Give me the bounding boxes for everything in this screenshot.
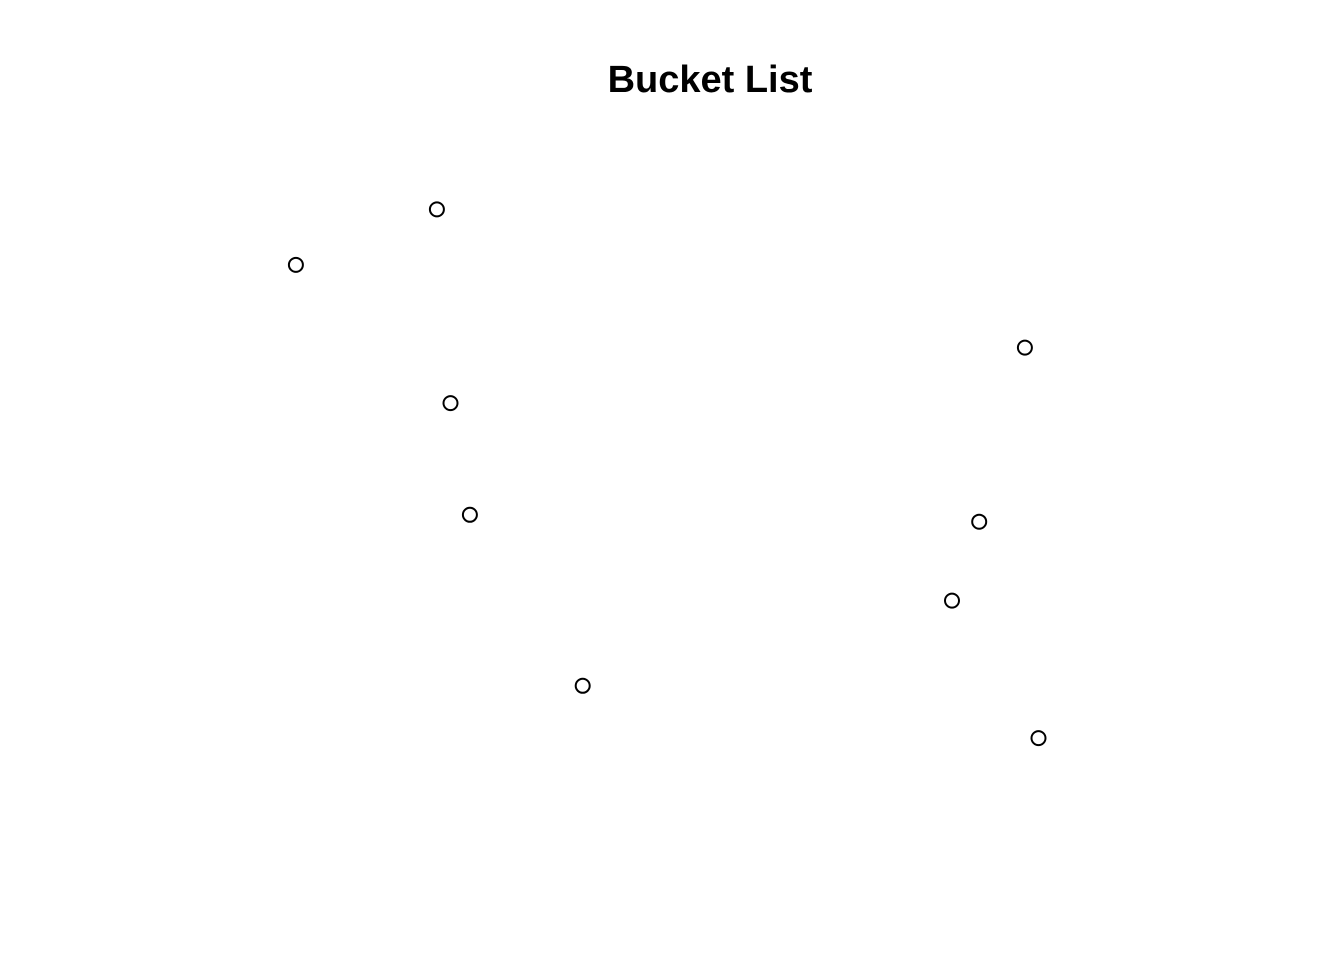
scatter-point-9 bbox=[1030, 730, 1047, 747]
scatter-point-2 bbox=[287, 256, 304, 273]
scatter-point-3 bbox=[442, 395, 459, 412]
scatter-point-6 bbox=[971, 513, 988, 530]
scatter-point-1 bbox=[428, 201, 445, 218]
scatter-point-5 bbox=[574, 677, 591, 694]
scatter-point-8 bbox=[1016, 339, 1033, 356]
scatter-point-4 bbox=[461, 506, 478, 523]
chart-title: Bucket List bbox=[607, 59, 813, 101]
scatter-point-7 bbox=[944, 592, 960, 609]
points-layer bbox=[287, 201, 1047, 747]
